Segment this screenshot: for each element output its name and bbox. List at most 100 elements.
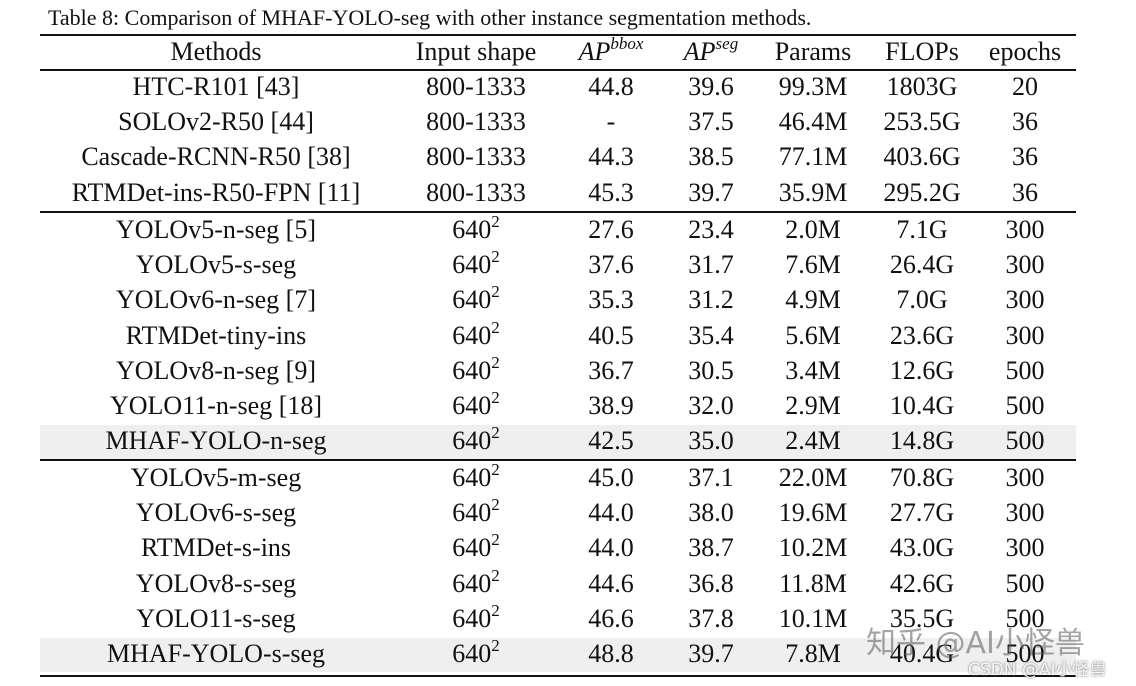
value-cell: 2.0M xyxy=(785,215,841,244)
value-cell: 300 xyxy=(1005,285,1045,315)
value-cell: 36 xyxy=(1012,142,1038,172)
value-cell: 2.9M xyxy=(785,391,841,420)
value-cell: 300 xyxy=(1005,533,1045,563)
value-cell: 7.0G xyxy=(896,285,948,315)
value-cell: 300 xyxy=(1005,463,1045,492)
value-cell: 7.1G xyxy=(896,215,948,244)
method-cell: Cascade-RCNN-R50 [38] xyxy=(81,142,351,172)
cell-superscript: seg xyxy=(715,34,739,53)
value-cell: 26.4G xyxy=(889,250,955,280)
value-cell: 7.6M xyxy=(785,250,841,280)
value-cell: 5.6M xyxy=(785,320,841,350)
value-cell: 39.7 xyxy=(688,639,734,668)
value-cell: 500 xyxy=(1005,426,1045,456)
value-cell: 44.0 xyxy=(588,533,634,563)
value-cell: 36.7 xyxy=(588,355,634,385)
value-cell: 46.4M xyxy=(778,107,848,137)
value-cell: 403.6G xyxy=(883,142,961,172)
table-rule xyxy=(40,69,1076,71)
value-cell: 6402 xyxy=(452,496,500,526)
method-cell: MHAF-YOLO-n-seg xyxy=(105,426,327,456)
cell-base: 640 xyxy=(452,391,492,420)
table-caption: Table 8: Comparison of MHAF-YOLO-seg wit… xyxy=(48,5,812,30)
value-cell: 42.5 xyxy=(588,426,634,456)
cell-superscript: bbox xyxy=(610,34,644,53)
value-cell: 38.5 xyxy=(688,142,734,172)
value-cell: 36 xyxy=(1012,107,1038,137)
value-cell: 800-1333 xyxy=(426,107,526,137)
method-cell: YOLO11-n-seg [18] xyxy=(109,391,323,420)
value-cell: 300 xyxy=(1005,250,1045,280)
cell-base: 640 xyxy=(452,568,492,598)
value-cell: 6402 xyxy=(452,567,500,598)
method-cell: YOLOv8-n-seg [9] xyxy=(115,355,317,385)
cell-superscript: 2 xyxy=(491,565,500,585)
method-cell: RTMDet-tiny-ins xyxy=(125,320,307,350)
value-cell: 295.2G xyxy=(883,177,961,207)
cell-base: 640 xyxy=(452,603,492,633)
method-cell: YOLOv8-s-seg xyxy=(135,568,297,598)
value-cell: 31.7 xyxy=(688,250,734,280)
cell-base: 640 xyxy=(452,320,492,350)
value-cell: 39.6 xyxy=(688,72,734,101)
value-cell: 300 xyxy=(1005,498,1045,528)
value-cell: 37.1 xyxy=(688,463,734,492)
value-cell: 6402 xyxy=(452,354,500,384)
method-cell: HTC-R101 [43] xyxy=(132,72,300,101)
value-cell: 800-1333 xyxy=(426,142,526,172)
value-cell: 46.6 xyxy=(588,603,634,633)
value-cell: 500 xyxy=(1005,603,1045,633)
table-rule xyxy=(40,459,1076,461)
table-rule xyxy=(40,675,1076,677)
method-cell: YOLOv5-s-seg xyxy=(135,250,297,280)
value-cell: 45.3 xyxy=(588,177,634,207)
value-cell: 32.0 xyxy=(688,391,734,420)
value-cell: 40.5 xyxy=(588,320,634,350)
row-highlight xyxy=(40,425,1076,460)
value-cell: 6402 xyxy=(452,531,500,563)
value-cell: 23.4 xyxy=(688,215,734,244)
value-cell: 45.0 xyxy=(588,463,634,492)
value-cell: 10.1M xyxy=(778,603,848,633)
value-cell: 2.4M xyxy=(785,426,841,456)
value-cell: 42.6G xyxy=(889,568,955,598)
method-cell: YOLOv5-n-seg [5] xyxy=(115,215,317,244)
value-cell: 37.8 xyxy=(688,603,734,633)
value-cell: 99.3M xyxy=(778,72,848,101)
value-cell: 35.5G xyxy=(889,603,955,633)
cell-superscript: 2 xyxy=(491,352,500,372)
value-cell: 6402 xyxy=(452,248,500,278)
value-cell: 500 xyxy=(1005,355,1045,385)
cell-superscript: 2 xyxy=(491,636,500,655)
cell-superscript: 2 xyxy=(491,282,500,302)
value-cell: 6402 xyxy=(452,389,500,420)
value-cell: 1803G xyxy=(886,72,958,101)
cell-base: 640 xyxy=(452,215,492,244)
method-cell: SOLOv2-R50 [44] xyxy=(118,107,314,137)
value-cell: 48.8 xyxy=(588,639,634,668)
value-cell: 6402 xyxy=(452,319,500,350)
cell-superscript: 2 xyxy=(491,600,500,620)
value-cell: 7.8M xyxy=(785,639,841,668)
value-cell: 37.6 xyxy=(588,250,634,280)
value-cell: 44.3 xyxy=(588,142,634,172)
value-cell: 12.6G xyxy=(889,355,955,385)
cell-base: 640 xyxy=(452,426,492,456)
cell-superscript: 2 xyxy=(491,317,500,337)
value-cell: 38.7 xyxy=(688,533,734,563)
value-cell: 300 xyxy=(1005,215,1045,244)
value-cell: 36.8 xyxy=(688,568,734,598)
value-cell: 70.8G xyxy=(889,463,955,492)
watermark: 知乎 @AI小怪兽 xyxy=(866,626,1085,661)
value-cell: 10.4G xyxy=(889,391,955,420)
method-cell: YOLO11-s-seg xyxy=(136,603,296,633)
cell-superscript: 2 xyxy=(491,388,500,407)
watermark: CSDN @AI小怪兽 xyxy=(968,660,1107,680)
value-cell: 44.8 xyxy=(588,72,634,101)
cell-base: 640 xyxy=(452,533,492,563)
value-cell: 4.9M xyxy=(785,285,841,315)
method-cell: YOLOv5-m-seg xyxy=(130,463,302,492)
value-cell: 35.4 xyxy=(688,320,734,350)
value-cell: 35.9M xyxy=(778,177,848,207)
value-cell: - xyxy=(606,107,616,137)
